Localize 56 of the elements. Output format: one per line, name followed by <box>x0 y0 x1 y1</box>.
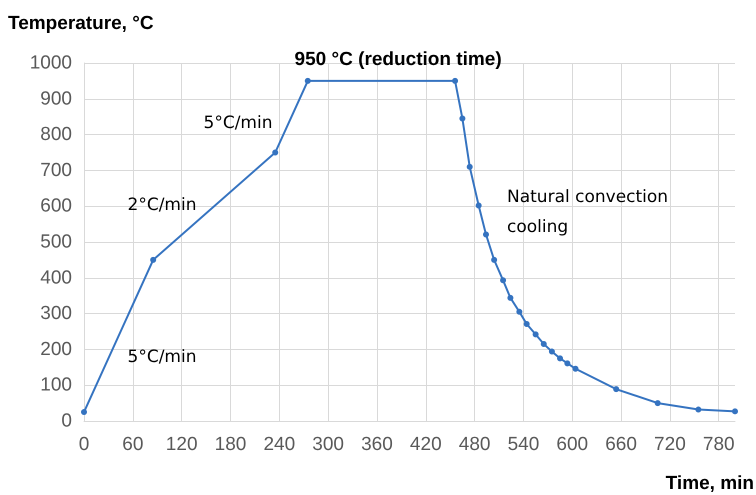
point <box>491 256 498 263</box>
y-tick-label: 400 <box>40 267 72 288</box>
y-tick-label: 200 <box>40 338 72 360</box>
x-tick-label: 600 <box>556 434 588 455</box>
point <box>476 202 482 208</box>
y-tick-label: 0 <box>61 410 72 432</box>
point <box>654 400 661 406</box>
x-tick-label: 780 <box>702 434 735 455</box>
point <box>572 366 579 372</box>
point <box>516 308 522 315</box>
point <box>272 150 278 156</box>
x-tick-label: 60 <box>122 434 144 455</box>
y-tick-label: 600 <box>40 196 72 217</box>
point <box>524 320 530 327</box>
point <box>304 78 311 84</box>
point <box>613 386 620 392</box>
annotation: 950 °C (reduction time) <box>294 48 502 70</box>
x-tick-label: 180 <box>214 434 246 455</box>
point <box>695 406 702 413</box>
y-tick-label: 500 <box>40 232 72 252</box>
y-tick-label: 800 <box>40 124 72 146</box>
x-tick-label: 480 <box>458 434 490 455</box>
point <box>459 115 466 122</box>
point <box>150 256 156 263</box>
point <box>466 164 473 170</box>
y-tick-label: 300 <box>40 303 72 324</box>
x-tick-label: 240 <box>263 434 296 455</box>
point <box>452 78 458 84</box>
y-tick-label: 100 <box>40 374 72 396</box>
point <box>732 408 738 414</box>
point <box>540 341 547 348</box>
y-tick-label: 1000 <box>30 52 72 74</box>
x-tick-label: 300 <box>312 434 344 455</box>
y-axis-title: Temperature, °C <box>8 13 154 34</box>
point <box>500 277 506 284</box>
point <box>532 331 539 338</box>
x-tick-label: 360 <box>361 434 393 455</box>
annotation: 2°C/min <box>128 195 196 215</box>
x-tick-label: 660 <box>605 434 637 455</box>
y-tick-label: 900 <box>40 88 72 110</box>
annotation: Natural convection cooling <box>507 187 674 237</box>
x-tick-label: 120 <box>166 434 198 455</box>
point <box>548 348 555 355</box>
point <box>483 231 489 238</box>
point <box>557 355 564 362</box>
x-tick-label: 420 <box>410 434 442 455</box>
x-tick-label: 720 <box>654 434 686 455</box>
x-tick-label: 0 <box>78 434 90 455</box>
point <box>81 409 87 416</box>
annotation: 5°C/min <box>128 347 196 367</box>
point <box>564 360 570 366</box>
point <box>507 294 514 301</box>
y-tick-label: 700 <box>40 160 72 181</box>
x-tick-label: 540 <box>508 434 540 455</box>
x-axis-title: Time, min <box>666 473 754 494</box>
annotation: 5°C/min <box>204 113 272 133</box>
